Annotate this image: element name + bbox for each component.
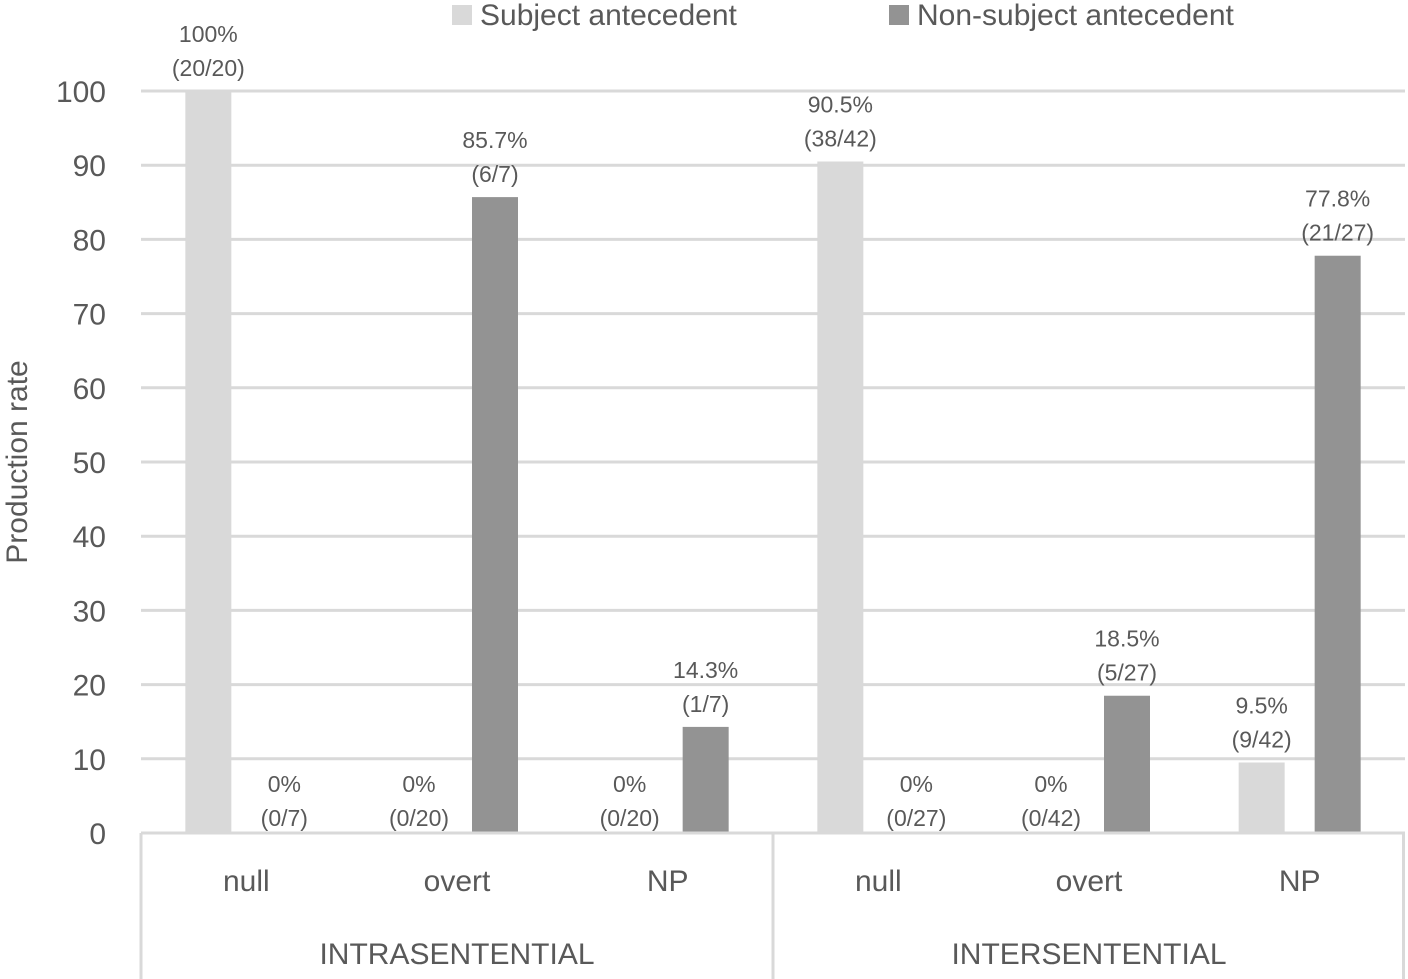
x-category-label: null xyxy=(855,865,902,898)
x-category-label: NP xyxy=(647,865,689,898)
y-tick-label: 50 xyxy=(73,447,106,480)
data-label: (0/20) xyxy=(600,805,660,831)
bar-subject xyxy=(1238,762,1285,833)
data-label: (6/7) xyxy=(471,161,518,187)
legend-label-subject: Subject antecedent xyxy=(480,0,738,32)
legend-swatch-subject xyxy=(452,5,472,25)
x-group-label: INTERSENTENTIAL xyxy=(951,938,1226,971)
x-group-label: INTRASENTENTIAL xyxy=(319,938,594,971)
data-label: 0% xyxy=(402,771,435,797)
data-label: (9/42) xyxy=(1232,727,1292,753)
data-label: (38/42) xyxy=(804,125,877,151)
data-label: 0% xyxy=(268,771,301,797)
legend: Subject antecedent Non-subject anteceden… xyxy=(452,0,1235,32)
bar-non-subject xyxy=(472,197,518,833)
data-label: 0% xyxy=(900,771,933,797)
y-axis-label: Production rate xyxy=(1,360,34,563)
y-tick-label: 10 xyxy=(73,744,106,777)
data-label: 90.5% xyxy=(808,91,873,117)
bars xyxy=(185,91,1361,834)
data-labels: 100% (20/20) 0% (0/7) 0% (0/20) 85.7% (6/7) 0% (0… xyxy=(172,21,1374,831)
data-label: 0% xyxy=(613,771,646,797)
data-label: 14.3% xyxy=(673,657,738,683)
data-label: (1/7) xyxy=(682,691,729,717)
data-label: 77.8% xyxy=(1305,186,1370,212)
y-tick-label: 40 xyxy=(73,521,106,554)
bar-subject xyxy=(817,161,864,834)
legend-label-non-subject: Non-subject antecedent xyxy=(917,0,1235,32)
y-axis-ticks: 0 10 20 30 40 50 60 70 80 90 100 xyxy=(56,76,106,851)
data-label: (0/7) xyxy=(261,805,308,831)
y-tick-label: 60 xyxy=(73,373,106,406)
x-axis: null overt NP INTRASENTENTIAL null overt NP INT… xyxy=(139,831,1405,979)
data-label: 0% xyxy=(1034,771,1067,797)
y-tick-label: 30 xyxy=(73,595,106,628)
data-label: (0/20) xyxy=(389,805,449,831)
bar-non-subject xyxy=(682,726,729,833)
x-category-label: null xyxy=(223,865,270,898)
data-label: (0/27) xyxy=(886,805,946,831)
data-label: (20/20) xyxy=(172,55,245,81)
bar-non-subject xyxy=(1104,695,1150,833)
y-tick-label: 100 xyxy=(56,76,106,109)
legend-swatch-non-subject xyxy=(889,5,909,25)
data-label: 18.5% xyxy=(1094,626,1159,652)
data-label: 85.7% xyxy=(462,127,527,153)
gridlines xyxy=(141,89,1405,761)
bar-subject xyxy=(185,91,232,833)
y-tick-label: 70 xyxy=(73,299,106,332)
x-category-label: overt xyxy=(1056,865,1123,898)
data-label: (21/27) xyxy=(1301,220,1374,246)
data-label: 100% xyxy=(179,21,238,47)
data-label: (0/42) xyxy=(1021,805,1081,831)
data-label: (5/27) xyxy=(1097,660,1157,686)
x-category-label: overt xyxy=(424,865,491,898)
y-tick-label: 20 xyxy=(73,670,106,703)
bar-non-subject xyxy=(1314,255,1361,833)
y-tick-label: 80 xyxy=(73,224,106,257)
y-tick-label: 90 xyxy=(73,150,106,183)
y-tick-label: 0 xyxy=(89,818,106,851)
x-category-label: NP xyxy=(1279,865,1321,898)
data-label: 9.5% xyxy=(1235,693,1287,719)
